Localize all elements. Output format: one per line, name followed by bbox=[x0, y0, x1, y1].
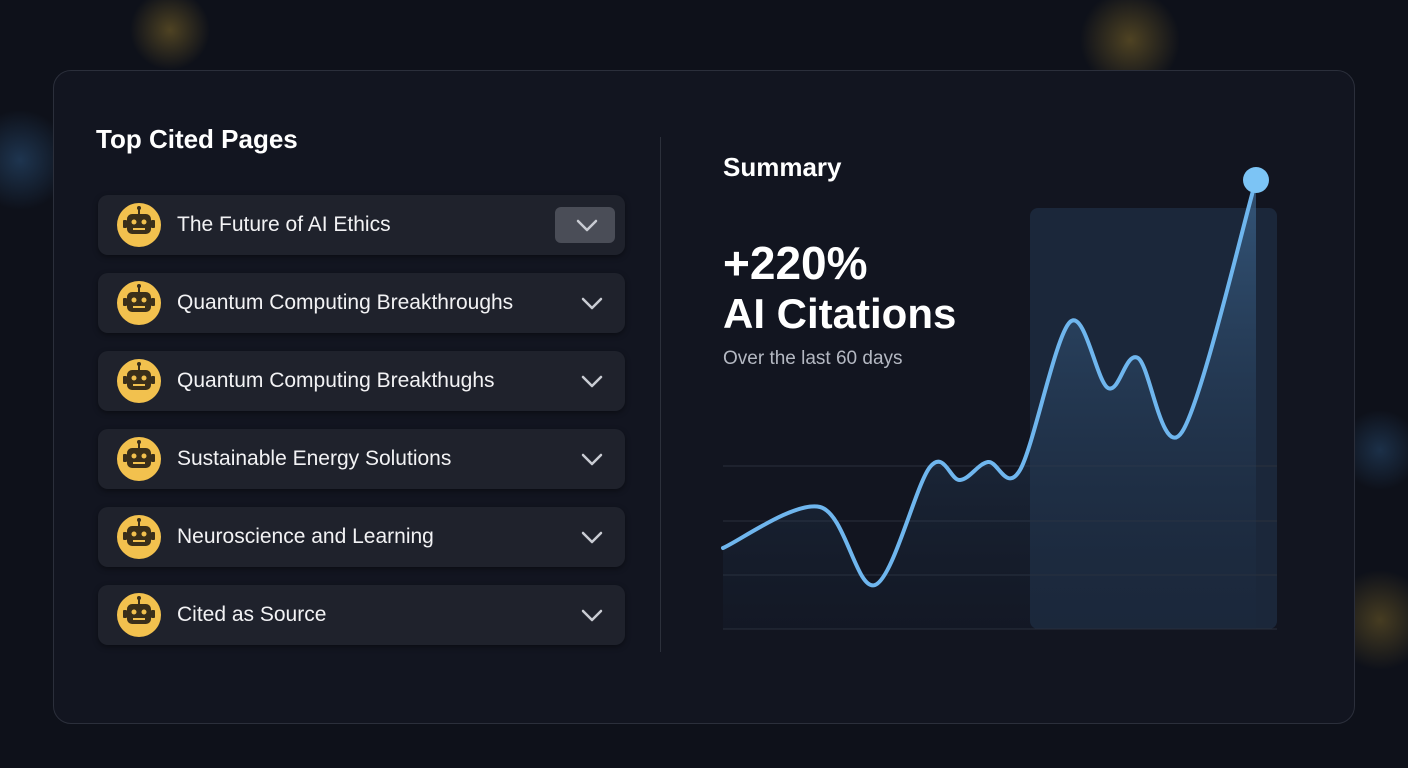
list-item[interactable]: Neuroscience and Learning bbox=[98, 507, 625, 567]
expand-button[interactable] bbox=[555, 207, 615, 243]
end-dot bbox=[1243, 167, 1269, 193]
robot-icon bbox=[117, 359, 161, 403]
list-item[interactable]: Sustainable Energy Solutions bbox=[98, 429, 625, 489]
item-label: Quantum Computing Breakthughs bbox=[177, 369, 495, 392]
item-label: The Future of AI Ethics bbox=[177, 213, 391, 236]
chevron bbox=[581, 297, 603, 310]
line bbox=[721, 178, 1258, 588]
metric: AI Citations bbox=[723, 290, 957, 337]
list-item[interactable]: Quantum Computing Breakthughs bbox=[98, 351, 625, 411]
list-title: Top Cited Pages bbox=[96, 124, 298, 154]
robot-icon bbox=[117, 203, 161, 247]
chevron bbox=[581, 609, 603, 622]
summary-title: Summary bbox=[723, 152, 842, 182]
robot-icon bbox=[117, 515, 161, 559]
item-label: Sustainable Energy Solutions bbox=[177, 447, 452, 470]
item-label: Quantum Computing Breakthroughs bbox=[177, 291, 514, 314]
period: Over the last 60 days bbox=[723, 348, 903, 369]
divider bbox=[660, 137, 661, 652]
item-label: Neuroscience and Learning bbox=[177, 525, 434, 548]
robot-icon bbox=[117, 281, 161, 325]
item-label: Cited as Source bbox=[177, 603, 327, 626]
chevron bbox=[581, 375, 603, 388]
robot-icon bbox=[117, 593, 161, 637]
robot-icon bbox=[117, 437, 161, 481]
list-item[interactable]: Quantum Computing Breakthroughs bbox=[98, 273, 625, 333]
area bbox=[723, 180, 1256, 629]
list-item[interactable]: The Future of AI Ethics bbox=[98, 195, 625, 255]
headline: +220% bbox=[723, 237, 868, 289]
chevron bbox=[581, 531, 603, 544]
chevron bbox=[576, 219, 598, 232]
list-item[interactable]: Cited as Source bbox=[98, 585, 625, 645]
chevron bbox=[581, 453, 603, 466]
